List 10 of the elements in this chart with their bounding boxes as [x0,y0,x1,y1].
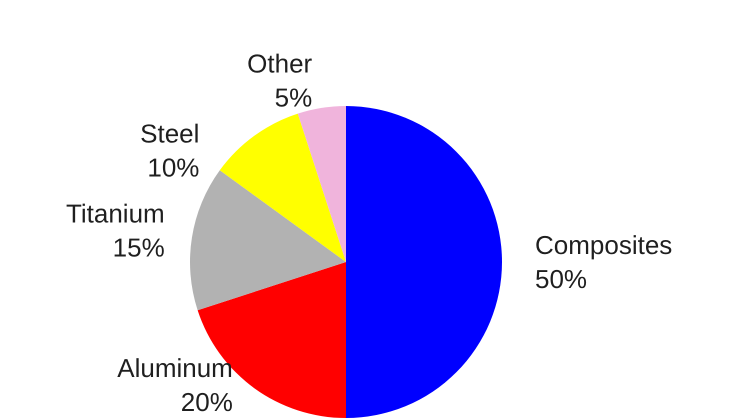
slice-label: Composites [535,230,672,260]
data-label: 10% [147,152,200,182]
data-label: 20% [180,387,233,417]
slice-label: Aluminum [117,353,233,383]
data-label: 50% [535,264,588,294]
data-label: 5% [274,82,312,112]
data-label: 15% [112,232,165,262]
slice-label: Steel [140,118,200,148]
slice-label: Other [247,48,313,78]
slice-label: Titanium [66,198,165,228]
